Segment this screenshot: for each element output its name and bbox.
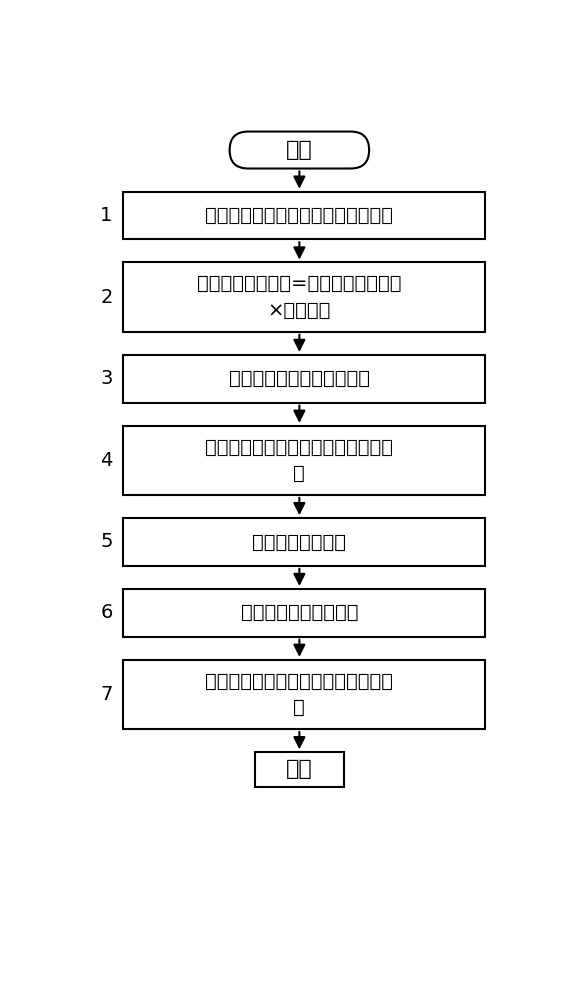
Text: 计算等效逃脱截面: 计算等效逃脱截面 bbox=[252, 532, 346, 551]
Text: 4: 4 bbox=[100, 451, 113, 470]
Bar bbox=[123, 192, 486, 239]
Bar bbox=[123, 589, 486, 637]
Bar bbox=[123, 518, 486, 566]
Text: 7: 7 bbox=[100, 685, 113, 704]
Bar bbox=[123, 660, 486, 729]
Text: 计算宏观截面信息和源信息: 计算宏观截面信息和源信息 bbox=[229, 369, 370, 388]
Text: 1: 1 bbox=[100, 206, 113, 225]
Text: 迭代计算等效吸收截面和等效生成截
面: 迭代计算等效吸收截面和等效生成截 面 bbox=[205, 672, 393, 717]
Text: 应用特征线方法求解代表核素子群通
量: 应用特征线方法求解代表核素子群通 量 bbox=[205, 438, 393, 483]
Bar bbox=[123, 426, 486, 495]
Text: 共振核素类划分，获取代表核素数目: 共振核素类划分，获取代表核素数目 bbox=[205, 206, 393, 225]
Bar bbox=[123, 262, 486, 332]
Text: 5: 5 bbox=[100, 532, 113, 551]
Text: 3: 3 bbox=[100, 369, 113, 388]
FancyBboxPatch shape bbox=[230, 132, 369, 169]
Text: 开始: 开始 bbox=[286, 140, 313, 160]
Text: 6: 6 bbox=[100, 603, 113, 622]
Text: 计算等效微观本底截面: 计算等效微观本底截面 bbox=[241, 603, 358, 622]
Text: 返回: 返回 bbox=[286, 759, 313, 779]
Bar bbox=[255, 752, 344, 787]
Text: 计算虚拟能群数目=代表共振核素数目
×子群数目: 计算虚拟能群数目=代表共振核素数目 ×子群数目 bbox=[197, 274, 402, 320]
Bar bbox=[123, 355, 486, 403]
Text: 2: 2 bbox=[100, 288, 113, 307]
